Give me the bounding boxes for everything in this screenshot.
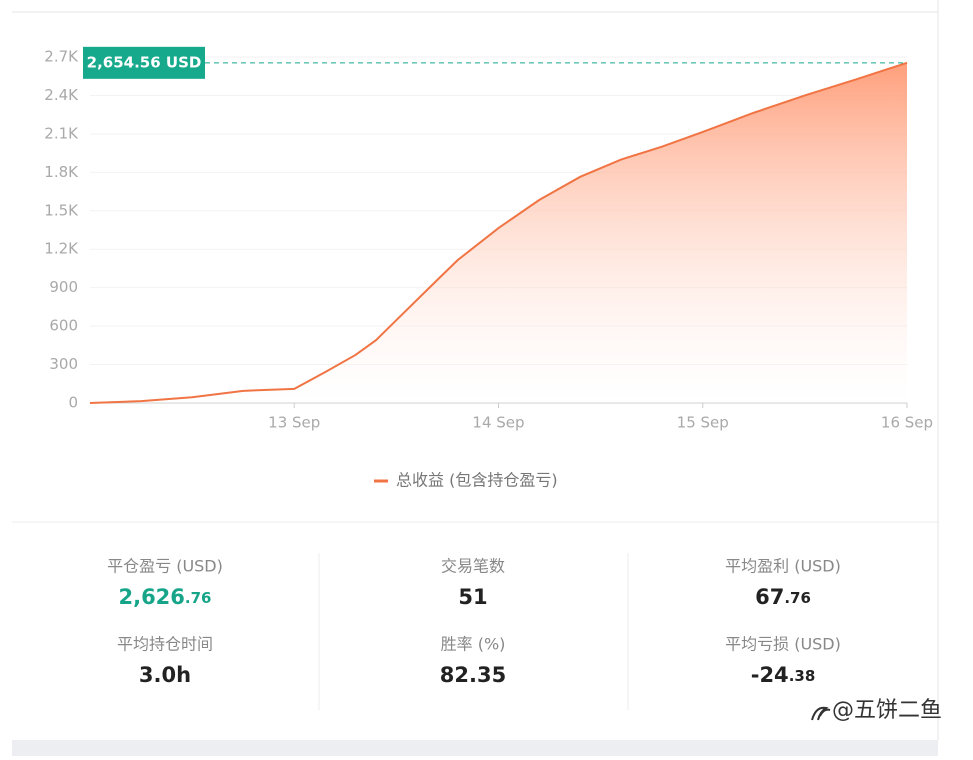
stat-value-decimal: .76: [784, 589, 811, 607]
y-tick-label: 2.1K: [44, 124, 79, 142]
stat-label: 平仓盈亏 (USD): [107, 557, 223, 576]
stat-label: 平均盈利 (USD): [725, 557, 841, 576]
legend-label: 总收益 (包含持仓盈亏): [396, 471, 558, 490]
stat-value: 2,626.76: [118, 585, 211, 609]
x-tick-label: 15 Sep: [677, 414, 729, 432]
stat-value: 82.35: [440, 663, 506, 687]
stat-value-main: 3.0h: [139, 663, 191, 687]
y-tick-label: 600: [49, 317, 78, 335]
stat-label: 胜率 (%): [441, 635, 506, 654]
footer-bar: [12, 740, 938, 756]
stat-value-decimal: .38: [789, 667, 816, 685]
stat-value: 67.76: [755, 585, 811, 609]
stat-value: -24.38: [751, 663, 816, 687]
y-tick-label: 1.8K: [44, 163, 79, 181]
stat-value-decimal: .76: [185, 589, 212, 607]
watermark-logo: [811, 706, 831, 721]
stat-value-main: 82.35: [440, 663, 506, 687]
y-tick-label: 900: [49, 278, 78, 296]
stat-label: 平均持仓时间: [117, 635, 213, 654]
stat-label: 交易笔数: [441, 557, 505, 576]
y-tick-label: 1.2K: [44, 240, 79, 258]
y-tick-label: 0: [68, 394, 78, 412]
watermark: @五饼二鱼: [811, 698, 942, 723]
y-tick-label: 2.7K: [44, 48, 79, 66]
y-tick-label: 1.5K: [44, 201, 79, 219]
stat-value-main: 2,626: [118, 585, 184, 609]
stat-label: 平均亏损 (USD): [725, 635, 841, 654]
stat-value-main: 67: [755, 585, 784, 609]
stat-value: 51: [458, 585, 487, 609]
x-tick-label: 14 Sep: [472, 414, 524, 432]
area-fill: [90, 62, 907, 403]
stat-value-main: -24: [751, 663, 789, 687]
annotation-box: [83, 46, 205, 79]
line: [89, 61, 908, 404]
chart: 0 300 600 900 1.2K 1.5K 1.8K 2.1K 2.4K 2.7K 13 Sep…: [44, 46, 933, 490]
y-tick-label: 2.4K: [44, 86, 79, 104]
x-tick-label: 13 Sep: [268, 414, 320, 432]
y-tick-label: 300: [49, 355, 78, 373]
x-tick-label: 16 Sep: [881, 414, 933, 432]
stat-value: 3.0h: [139, 663, 191, 687]
stat-value-main: 51: [458, 585, 487, 609]
watermark-text: @五饼二鱼: [832, 698, 942, 723]
annotation-label: 2,654.56 USD: [87, 53, 202, 71]
